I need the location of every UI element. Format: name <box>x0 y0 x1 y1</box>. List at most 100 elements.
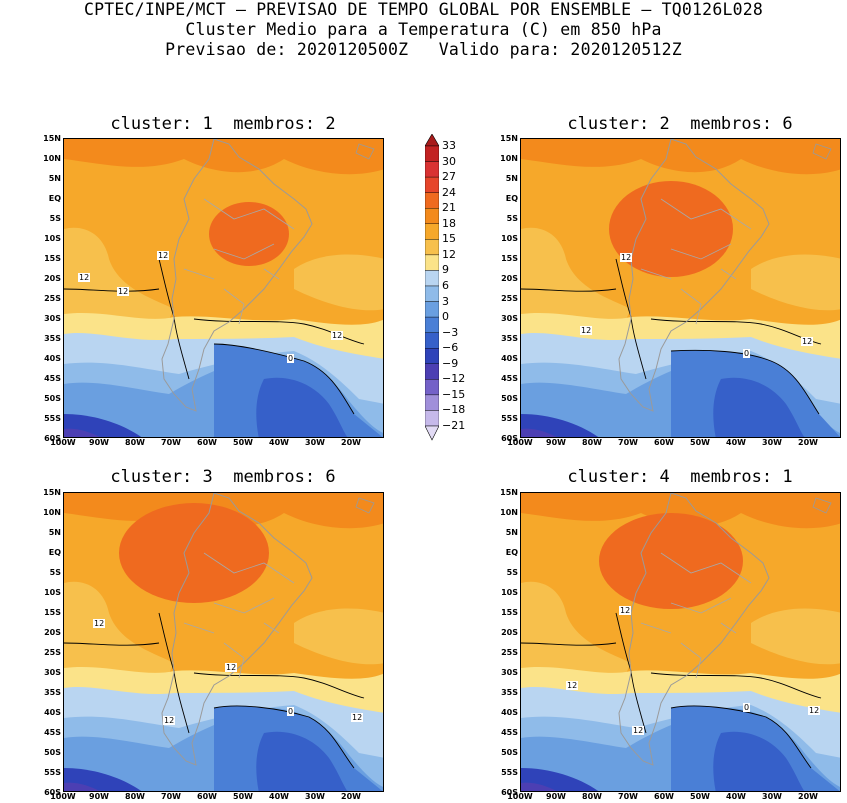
colorbar-label: −21 <box>442 419 466 432</box>
lon-tick-label: 60W <box>197 792 217 801</box>
colorbar-segment <box>424 208 440 224</box>
lat-tick-label: 60S <box>44 788 61 797</box>
lat-tick-label: 10S <box>44 588 61 597</box>
contour-label: 12 <box>566 681 579 690</box>
lat-tick-label: 10S <box>501 234 518 243</box>
colorbar-label: 21 <box>442 201 456 215</box>
colorbar-bottom-arrow <box>424 425 440 441</box>
colorbar-label: 18 <box>442 216 456 230</box>
contour-label: 12 <box>331 331 344 340</box>
lon-tick-label: 70W <box>161 438 181 447</box>
lon-tick-label: 20W <box>341 438 361 447</box>
lon-tick-label: 40W <box>726 792 746 801</box>
colorbar-label: 33 <box>442 139 456 152</box>
lat-tick-label: 50S <box>501 748 518 757</box>
lat-tick-label: 15S <box>501 608 518 617</box>
lat-tick-label: 50S <box>44 748 61 757</box>
map-panel-4 <box>520 492 841 792</box>
lon-tick-label: 30W <box>762 438 782 447</box>
lat-tick-label: 10N <box>43 508 61 517</box>
lat-tick-label: 15S <box>501 254 518 263</box>
lat-tick-label: 15N <box>500 488 518 497</box>
temperature-map-svg <box>521 493 840 791</box>
lon-tick-label: 30W <box>305 438 325 447</box>
contour-label: 12 <box>117 287 130 296</box>
colorbar-segment <box>424 270 440 287</box>
panel-2-title: cluster: 2 membros: 6 <box>567 114 793 134</box>
lon-tick-label: 90W <box>89 792 109 801</box>
lat-tick-label: 55S <box>44 414 61 423</box>
lat-tick-label: 45S <box>44 374 61 383</box>
colorbar-segment <box>424 316 440 333</box>
colorbar-segment <box>424 223 440 240</box>
lat-tick-label: 10N <box>43 154 61 163</box>
colorbar-label: 9 <box>442 263 449 277</box>
colorbar-segment <box>424 410 440 427</box>
header-line-3: Previsao de: 2020120500Z Valido para: 20… <box>165 40 682 59</box>
colorbar-label: 12 <box>442 247 456 261</box>
lon-tick-label: 70W <box>618 792 638 801</box>
colorbar-label: 30 <box>442 154 456 168</box>
lat-tick-label: 10N <box>500 508 518 517</box>
lon-tick-label: 90W <box>89 438 109 447</box>
colorbar-top-arrow <box>424 133 440 147</box>
lon-tick-label: 90W <box>546 792 566 801</box>
figure-header: CPTEC/INPE/MCT — PREVISAO DE TEMPO GLOBA… <box>0 0 847 60</box>
lat-tick-label: 15S <box>44 608 61 617</box>
lon-tick-label: 60W <box>654 438 674 447</box>
lon-tick-label: 100W <box>507 792 533 801</box>
header-line-2: Cluster Medio para a Temperatura (C) em … <box>185 20 662 39</box>
lat-tick-label: 25S <box>501 294 518 303</box>
colorbar-label: 15 <box>442 232 456 246</box>
colorbar-segment <box>424 254 440 271</box>
lon-tick-label: 80W <box>125 792 145 801</box>
colorbar-label: 27 <box>442 170 456 184</box>
lon-tick-label: 70W <box>618 438 638 447</box>
colorbar-label: −6 <box>442 341 459 355</box>
colorbar-label: 24 <box>442 185 456 199</box>
contour-label: 12 <box>620 253 633 262</box>
lon-tick-label: 20W <box>798 438 818 447</box>
lat-tick-label: 20S <box>501 274 518 283</box>
colorbar-label: −12 <box>442 372 466 386</box>
colorbar-label: −3 <box>442 325 459 339</box>
lat-tick-label: 5N <box>505 174 518 183</box>
contour-label: 12 <box>163 716 176 725</box>
colorbar-segment <box>424 192 440 209</box>
lat-tick-label: EQ <box>505 194 518 203</box>
colorbar <box>424 133 440 442</box>
contour-label: 12 <box>157 251 170 260</box>
lon-tick-label: 20W <box>798 792 818 801</box>
lat-tick-label: 10S <box>501 588 518 597</box>
lat-tick-label: EQ <box>48 548 61 557</box>
lat-tick-label: 15N <box>43 488 61 497</box>
colorbar-label: 3 <box>442 294 449 308</box>
temperature-map-svg <box>64 493 383 791</box>
lat-tick-label: 5S <box>49 568 61 577</box>
lat-tick-label: 10N <box>500 154 518 163</box>
contour-label: 12 <box>580 326 593 335</box>
contour-label: 12 <box>808 706 821 715</box>
contour-label: 12 <box>93 619 106 628</box>
colorbar-segment <box>424 363 440 380</box>
colorbar-segment <box>424 332 440 349</box>
lat-tick-label: 60S <box>501 788 518 797</box>
contour-label: 12 <box>351 713 364 722</box>
lat-tick-label: 35S <box>501 334 518 343</box>
colorbar-label: 6 <box>442 279 449 292</box>
header-line-1: CPTEC/INPE/MCT — PREVISAO DE TEMPO GLOBA… <box>84 0 763 19</box>
panel-4-title: cluster: 4 membros: 1 <box>567 467 793 487</box>
colorbar-segment <box>424 394 440 411</box>
lon-tick-label: 60W <box>197 438 217 447</box>
lat-tick-label: 40S <box>501 708 518 717</box>
lat-tick-label: 55S <box>501 768 518 777</box>
map-panel-1 <box>63 138 384 438</box>
lat-tick-label: 60S <box>44 434 61 443</box>
lat-tick-label: 30S <box>44 314 61 323</box>
colorbar-segment <box>424 301 440 318</box>
lat-tick-label: 15N <box>43 134 61 143</box>
contour-label: 12 <box>801 337 814 346</box>
lat-tick-label: EQ <box>505 548 518 557</box>
colorbar-segment <box>424 161 440 178</box>
map-panel-3 <box>63 492 384 792</box>
